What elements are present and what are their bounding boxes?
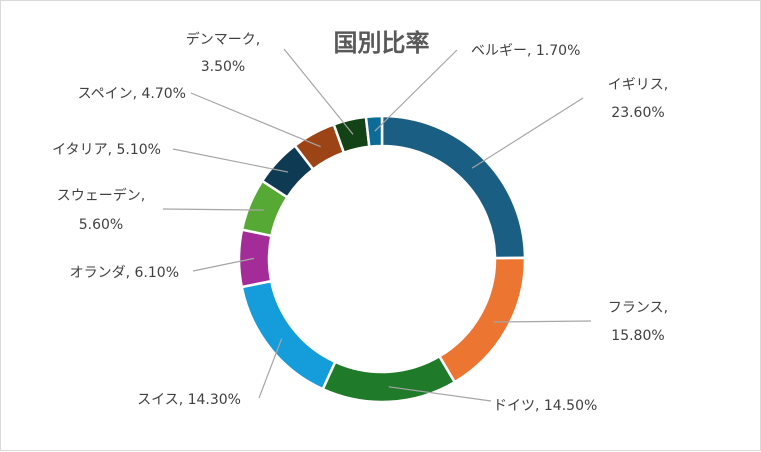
leader-line-9 bbox=[374, 49, 458, 132]
chart-title: 国別比率 bbox=[333, 29, 430, 57]
slice-1[interactable] bbox=[437, 256, 527, 384]
data-label-1: フランス, 15.80% bbox=[608, 300, 668, 344]
leader-line-5 bbox=[162, 208, 264, 211]
leader-line-0 bbox=[471, 97, 584, 169]
slice-2[interactable] bbox=[321, 354, 457, 404]
slice-0[interactable] bbox=[380, 114, 527, 260]
leader-line-6 bbox=[172, 148, 289, 173]
data-label-6: イタリア, 5.10% bbox=[52, 142, 161, 158]
data-label-3: スイス, 14.30% bbox=[137, 392, 241, 408]
leader-line-3 bbox=[258, 338, 283, 399]
data-label-2: ドイツ, 14.50% bbox=[493, 398, 597, 414]
data-label-5: スウェーデン, 5.60% bbox=[57, 187, 145, 233]
slice-3[interactable] bbox=[240, 279, 337, 391]
data-label-0: イギリス, 23.60% bbox=[608, 77, 668, 121]
data-label-9: ベルギー, 1.70% bbox=[471, 43, 580, 59]
leader-line-8 bbox=[283, 48, 354, 135]
leader-line-1 bbox=[493, 320, 592, 323]
slice-4[interactable] bbox=[237, 228, 273, 289]
leader-line-4 bbox=[192, 257, 255, 272]
data-label-4: オランダ, 6.10% bbox=[70, 265, 179, 281]
leader-line-2 bbox=[388, 386, 492, 402]
data-label-7: スペイン, 4.70% bbox=[78, 86, 186, 102]
data-label-8: デンマーク, 3.50% bbox=[186, 31, 260, 75]
slice-9[interactable] bbox=[364, 114, 384, 149]
leader-line-7 bbox=[190, 92, 321, 148]
